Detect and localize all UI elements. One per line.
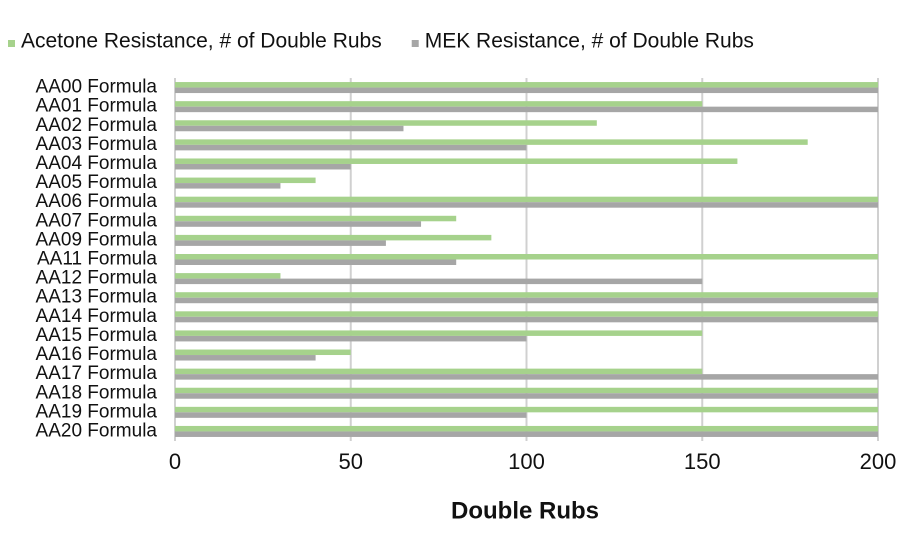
y-tick-label: AA20 Formula	[36, 420, 158, 441]
bar	[175, 183, 281, 189]
y-tick-label: AA09 Formula	[36, 229, 158, 250]
bar	[175, 316, 878, 323]
legend-label: Acetone Resistance, # of Double Rubs	[21, 30, 382, 53]
bar	[175, 139, 808, 145]
bar	[175, 374, 878, 380]
bar	[175, 106, 878, 113]
bar	[175, 82, 878, 88]
y-tick-label: AA16 Formula	[36, 344, 158, 365]
x-tick-label: 100	[508, 449, 545, 474]
legend-swatch	[8, 40, 15, 47]
bar	[175, 349, 351, 356]
x-tick-label: 200	[860, 449, 897, 474]
y-tick-label: AA12 Formula	[36, 268, 158, 289]
bar	[175, 215, 457, 222]
y-tick-label: AA03 Formula	[36, 134, 158, 155]
bar	[175, 125, 404, 132]
bar	[175, 234, 492, 241]
y-tick-label: AA15 Formula	[36, 325, 158, 346]
bar	[175, 254, 878, 260]
bar	[175, 221, 422, 227]
bar	[175, 393, 878, 399]
bar	[175, 87, 878, 94]
y-tick-label: AA14 Formula	[36, 306, 158, 327]
x-tick-label: 0	[169, 449, 181, 474]
bar	[175, 158, 738, 164]
bar	[175, 259, 457, 265]
bar	[175, 297, 878, 304]
bar	[175, 406, 878, 413]
bar	[175, 101, 703, 107]
y-tick-label: AA11 Formula	[37, 249, 157, 270]
bar	[175, 163, 351, 170]
y-tick-label: AA17 Formula	[36, 363, 158, 384]
bar	[175, 387, 878, 394]
x-tick-label: 150	[684, 449, 721, 474]
y-tick-label: AA05 Formula	[36, 172, 158, 193]
bar	[175, 278, 703, 285]
y-tick-label: AA13 Formula	[36, 287, 158, 308]
legend-swatch	[411, 40, 419, 47]
bar	[175, 412, 527, 418]
bar	[175, 177, 316, 184]
y-tick-label: AA19 Formula	[36, 401, 158, 422]
bar	[175, 368, 703, 375]
legend-label: MEK Resistance, # of Double Rubs	[425, 30, 754, 53]
bar	[175, 330, 703, 336]
bar	[175, 240, 386, 246]
y-tick-label: AA07 Formula	[36, 210, 158, 231]
x-axis-title: Double Rubs	[451, 497, 599, 524]
y-tick-label: AA01 Formula	[36, 96, 158, 117]
bar	[175, 335, 527, 342]
y-tick-label: AA00 Formula	[36, 77, 158, 98]
bar	[175, 431, 878, 437]
bar	[175, 202, 878, 208]
bar	[175, 425, 878, 432]
bar	[175, 196, 878, 203]
x-tick-label: 50	[339, 449, 363, 474]
bar	[175, 292, 878, 298]
y-tick-label: AA04 Formula	[36, 153, 158, 174]
bar	[175, 355, 316, 361]
y-tick-label: AA06 Formula	[36, 191, 158, 212]
y-tick-label: AA02 Formula	[36, 115, 158, 136]
bar	[175, 311, 878, 317]
y-tick-label: AA18 Formula	[36, 382, 158, 403]
bar	[175, 120, 597, 126]
bar	[175, 144, 527, 151]
bar	[175, 273, 281, 279]
